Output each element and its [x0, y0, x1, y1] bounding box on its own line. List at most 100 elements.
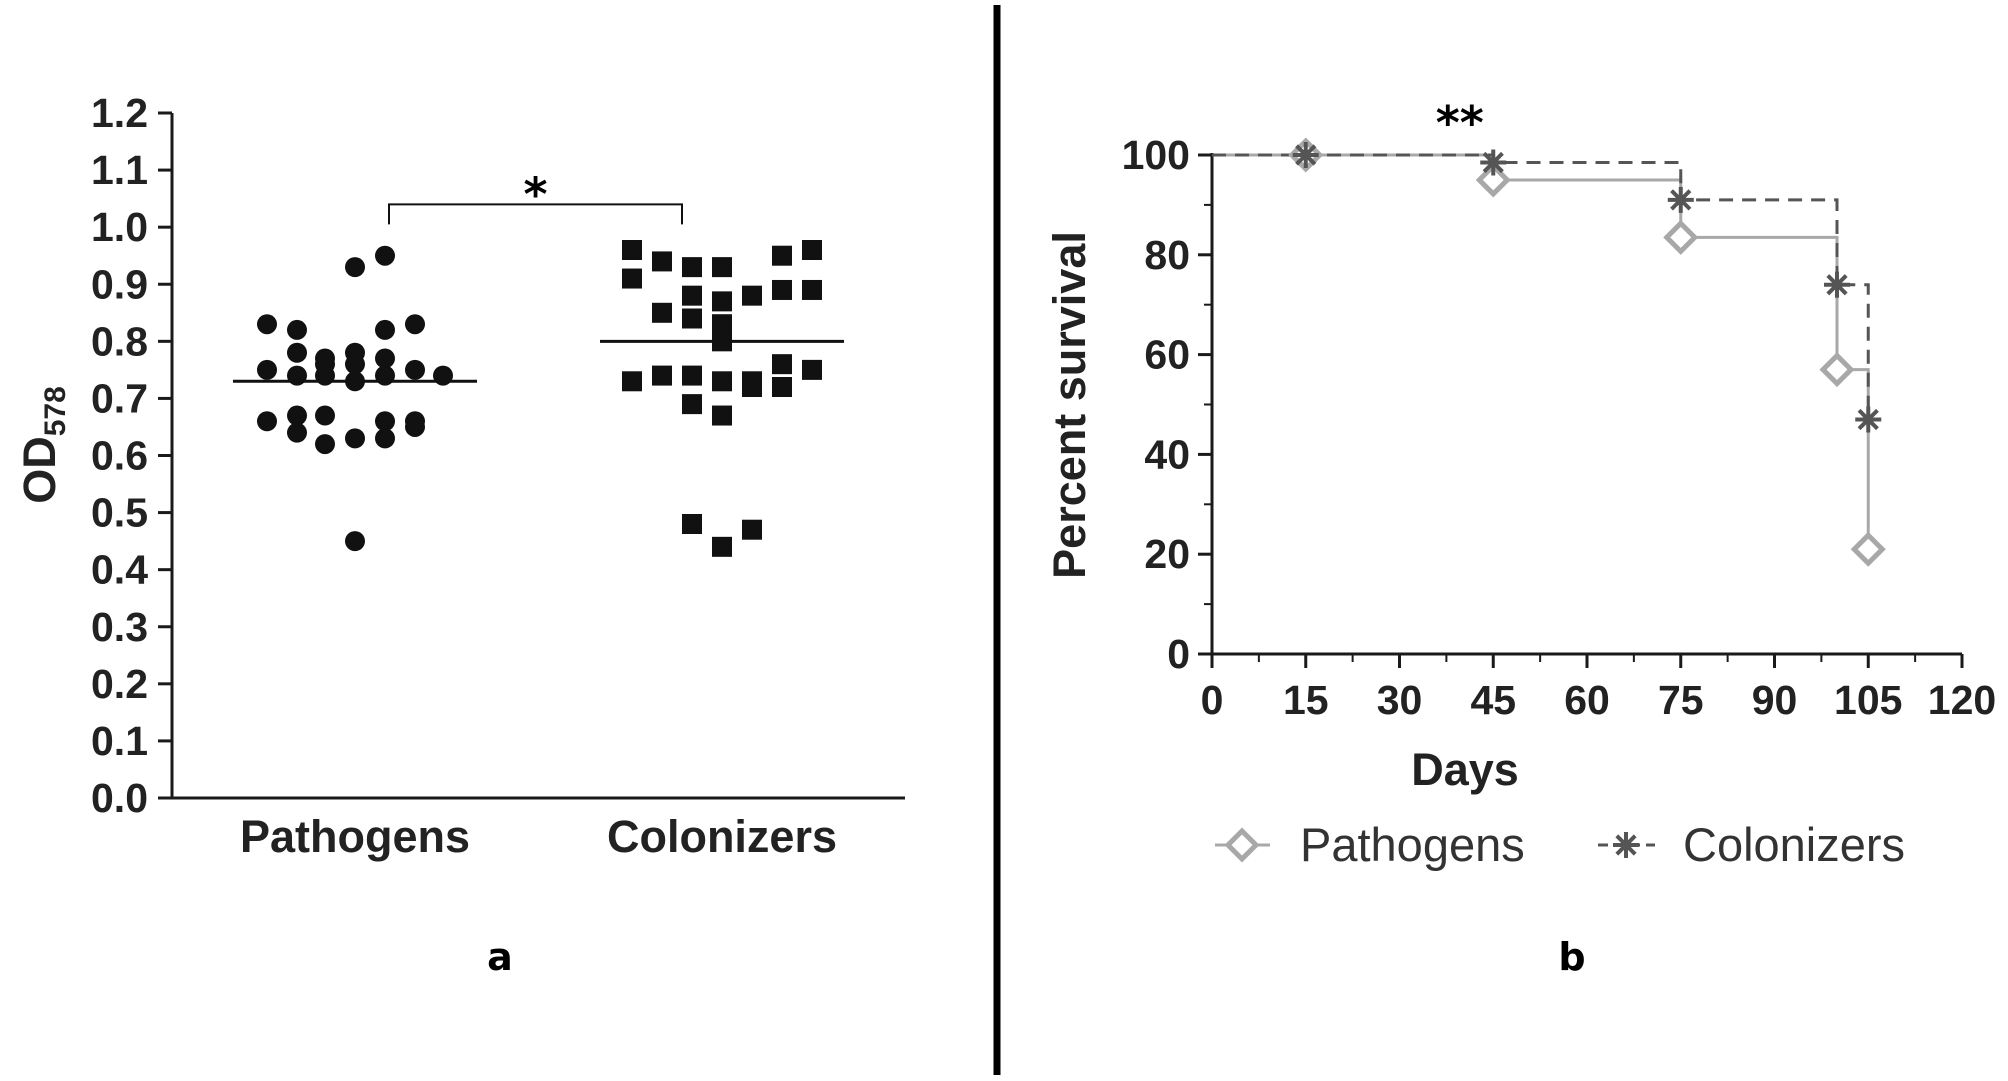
panel-a-pathogens-point	[257, 411, 277, 432]
panel-b-colonizers-markers	[1292, 142, 1882, 433]
panel-a-colonizers-point	[802, 359, 822, 380]
panel-b-pathogens-marker	[1819, 352, 1855, 388]
panel-b-x-tick-label: 30	[1377, 677, 1423, 723]
panel-a-pathogens-point	[287, 405, 307, 426]
panel-a-pathogens-points	[257, 245, 453, 552]
panel-a-significance-marker: *	[523, 167, 547, 221]
panel-a-pathogens-point	[287, 422, 307, 443]
panel-a-y-tick-label: 1.1	[91, 147, 148, 193]
panel-b-significance-marker: **	[1436, 96, 1484, 150]
panel-b-y-tick-label: 40	[1144, 431, 1190, 477]
panel-b-legend: Pathogens Colonizers	[1215, 818, 1905, 871]
panel-a-colonizers-point	[652, 365, 672, 386]
panel-b-colonizers-marker	[1480, 149, 1507, 176]
legend-pathogens-label: Pathogens	[1300, 818, 1525, 871]
panel-a-colonizers-point	[742, 377, 762, 397]
panel-a-pathogens-point	[345, 354, 365, 375]
panel-a-colonizers-point	[622, 240, 642, 260]
panel-a-category-label-colonizers: Colonizers	[607, 811, 837, 862]
panel-a-colonizers-point	[622, 268, 642, 289]
panel-a-colonizers-point	[622, 371, 642, 392]
panel-a-colonizers-point	[712, 405, 732, 426]
panel-b-pathogens-line	[1212, 153, 1870, 550]
panel-a-pathogens-point	[405, 359, 425, 380]
panel-b-colonizers-marker	[1824, 271, 1850, 298]
panel-b-x-tick-label: 75	[1658, 677, 1704, 723]
legend-colonizers-label: Colonizers	[1683, 818, 1905, 871]
panel-a-pathogens-point	[405, 314, 425, 335]
panel-a-y-tick-label: 0.6	[91, 433, 148, 479]
panel-b-x-tick-label: 0	[1201, 677, 1224, 723]
panel-a-y-tick-label: 0.9	[91, 261, 148, 307]
panel-b-y-tick-label: 60	[1144, 332, 1190, 378]
panel-a-y-axis-label-subscript: 578	[39, 386, 72, 436]
panel-b-y-tick-label: 80	[1144, 232, 1190, 278]
panel-a-y-tick-label: 0.1	[91, 718, 148, 764]
panel-a-pathogens-point	[315, 434, 335, 455]
panel-a-pathogens-point	[287, 319, 307, 340]
panel-a-colonizers-point	[652, 251, 672, 272]
legend-pathogens-diamond-icon	[1224, 827, 1260, 863]
panel-a-colonizers-point	[742, 285, 762, 306]
panel-b-x-tick-label: 45	[1470, 677, 1516, 723]
panel-a-category-label-pathogens: Pathogens	[240, 811, 470, 862]
panel-a-y-axis-label: OD578	[14, 386, 72, 504]
panel-a-y-tick-label: 0.2	[91, 661, 148, 707]
panel-b-x-tick-label: 60	[1564, 677, 1610, 723]
panel-a-colonizers-point	[712, 257, 732, 278]
panel-a-pathogens-point	[257, 359, 277, 380]
panel-a-colonizers-point	[742, 519, 762, 540]
panel-a-y-tick-label: 0.5	[91, 490, 148, 536]
panel-a-colonizers-point	[682, 257, 702, 278]
panel-a-colonizers-point	[682, 394, 702, 415]
panel-a-pathogens-point	[287, 342, 307, 363]
panel-a-pathogens-point	[375, 411, 395, 432]
legend-item-pathogens: Pathogens	[1215, 818, 1525, 871]
panel-b-pathogens-marker	[1850, 531, 1886, 567]
panel-a-y-axis-ticks: 0.0 0.1 0.2 0.3 0.4 0.5 0.6 0.7 0.8 0.9 1.0 1.1 1.2	[91, 90, 172, 821]
panel-a-y-tick-label: 0.4	[91, 547, 148, 593]
panel-a-colonizers-point	[772, 279, 792, 300]
panel-b-y-tick-label: 20	[1144, 531, 1190, 577]
panel-a-label: a	[487, 935, 513, 979]
panel-b-pathogens-markers	[1288, 137, 1886, 567]
panel-b-y-axis-ticks: 0 20 40 60 80 100	[1122, 132, 1212, 677]
panel-b-x-tick-label: 105	[1834, 677, 1902, 723]
panel-a-colonizers-point	[802, 279, 822, 300]
panel-a-colonizers-point	[682, 514, 702, 534]
panel-a-significance-bracket	[388, 203, 683, 225]
panel-a-y-tick-label: 0.7	[91, 375, 148, 421]
panel-a-y-tick-label: 1.2	[91, 90, 148, 136]
panel-a-pathogens-point	[375, 348, 395, 369]
panel-a-pathogens-point	[375, 245, 395, 266]
panel-b-x-tick-label: 15	[1283, 677, 1329, 723]
panel-a-scatter-plot: 0.00.10.20.30.40.50.60.70.80.91.01.11.2 …	[14, 90, 905, 979]
panel-b-y-axis-label: Percent survival	[1044, 231, 1095, 579]
panel-a-colonizers-point	[682, 285, 702, 306]
panel-b-colonizers-marker	[1667, 186, 1694, 213]
panel-b-colonizers-marker	[1855, 406, 1882, 433]
panel-a-y-tick-label: 0.0	[91, 775, 148, 821]
panel-b-y-tick-label: 0	[1167, 631, 1190, 677]
panel-a-y-tick-label: 1.0	[91, 204, 148, 250]
panel-a-pathogens-point	[375, 428, 395, 449]
panel-b-pathogens-marker	[1663, 219, 1699, 255]
panel-a-colonizers-point	[712, 371, 732, 392]
panel-a-pathogens-point	[345, 531, 365, 552]
panel-b-x-tick-label: 120	[1928, 677, 1996, 723]
panel-a-pathogens-point	[405, 416, 425, 437]
panel-b-label: b	[1558, 935, 1585, 979]
legend-colonizers-star-icon	[1613, 832, 1639, 858]
panel-a-y-tick-label: 0.8	[91, 318, 148, 364]
panel-b-y-tick-label: 100	[1122, 132, 1190, 178]
panel-b-colonizers-line	[1212, 153, 1870, 420]
legend-colonizers-star-glyph	[1613, 832, 1639, 858]
panel-a-colonizers-point	[682, 365, 702, 386]
panel-a-colonizers-points	[622, 240, 822, 557]
panel-a-colonizers-point	[712, 314, 732, 335]
panel-a-pathogens-point	[345, 257, 365, 278]
panel-a-colonizers-point	[712, 536, 732, 557]
panel-a-y-tick-label: 0.3	[91, 604, 148, 650]
panel-a-colonizers-point	[682, 308, 702, 329]
